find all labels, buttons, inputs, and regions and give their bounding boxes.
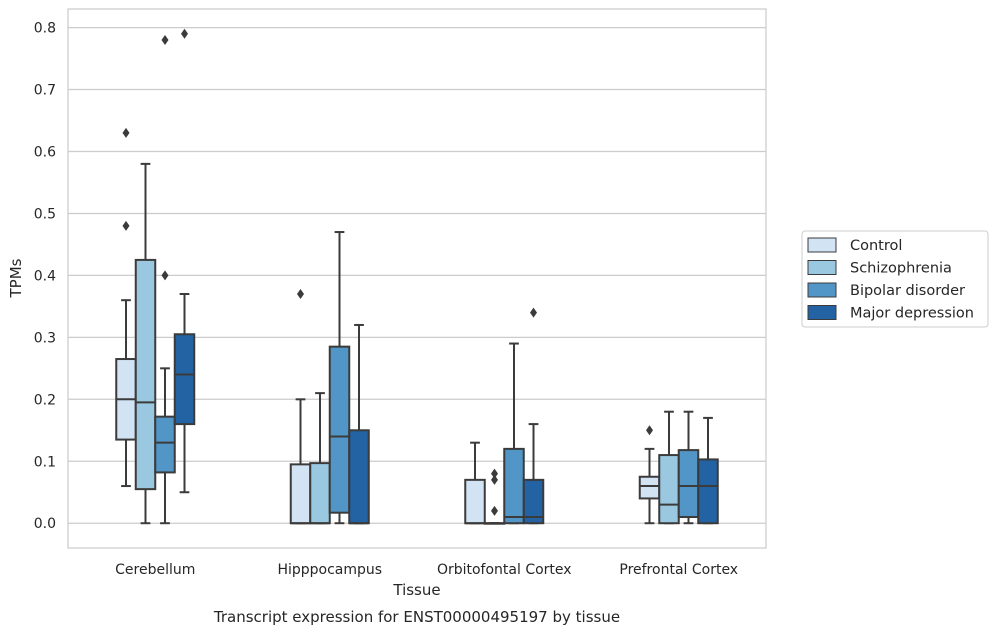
box-bipolar-disorder [677,410,700,525]
x-tick-label: Cerebellum [115,562,195,578]
box-rect [328,345,351,514]
box-rect [348,429,370,525]
box-rect [697,458,719,525]
box-rect [522,478,545,525]
plot-frame [67,8,767,549]
chart-caption: Transcript expression for ENST0000049519… [213,608,620,626]
box-rect [503,447,525,525]
box-rect [658,454,680,525]
box-control [115,127,137,488]
outlier-point [161,34,169,45]
box-schizophrenia [134,162,157,525]
y-tick-label: 0.7 [34,83,56,99]
legend-swatch [807,305,837,320]
box-schizophrenia [309,392,331,525]
y-tick-label: 0.5 [34,206,56,222]
x-axis-label: Tissue [392,581,440,599]
legend-swatch [807,260,837,275]
legend-swatch [807,237,837,253]
outlier-point [122,127,130,138]
box-major-depression [522,307,545,525]
y-tick-label: 0.2 [34,392,56,408]
legend: Control Schizophrenia Bipolar disorder Majo… [801,230,989,328]
y-tick-label: 0.8 [34,21,56,37]
y-tick-label: 0.0 [34,516,56,532]
y-tick-label: 0.1 [34,454,56,470]
x-tick-label: Prefrontal Cortex [619,562,738,578]
box-rect [134,258,157,491]
box-rect [173,333,196,426]
legend-label: Bipolar disorder [850,283,965,299]
box-rect [464,478,486,525]
box-major-depression [173,28,196,494]
box-rect [309,462,331,525]
y-tick-label: 0.3 [34,330,56,346]
box-schizophrenia [483,468,506,525]
box-rect [638,475,661,500]
box-control [464,441,486,525]
boxes [115,28,719,525]
outlier-point [122,220,130,231]
y-tick-labels: 0.0 0.1 0.2 0.3 0.4 0.5 0.6 0.7 0.8 [34,21,56,533]
outlier-point [181,28,188,39]
box-rect [154,415,176,474]
box-rect [677,449,700,519]
x-tick-label: Hipppocampus [277,562,382,578]
outlier-point [491,505,498,516]
x-tick-label: Orbitofontal Cortex [437,562,572,578]
box-control [638,425,661,525]
y-axis-label: TPMs [7,258,25,298]
outlier-point [646,425,653,436]
box-control [289,288,312,525]
box-rect [289,463,312,525]
legend-label: Major depression [850,306,974,322]
y-tick-label: 0.4 [34,268,56,284]
y-tick-label: 0.6 [34,144,56,160]
box-bipolar-disorder [154,34,176,525]
box-bipolar-disorder [503,342,525,525]
outlier-point [161,270,169,281]
box-major-depression [348,323,370,525]
outlier-point [530,307,537,318]
x-tick-labels: Cerebellum Hipppocampus Orbitofontal Corte… [115,562,738,578]
outlier-point [297,288,304,299]
legend-frame [801,230,989,328]
legend-label: Schizophrenia [850,261,952,277]
legend-swatch [807,282,837,298]
outlier-point [491,474,498,485]
box-schizophrenia [658,410,680,525]
legend-label: Control [850,238,902,254]
outlier-point [491,468,498,479]
box-major-depression [697,416,719,525]
